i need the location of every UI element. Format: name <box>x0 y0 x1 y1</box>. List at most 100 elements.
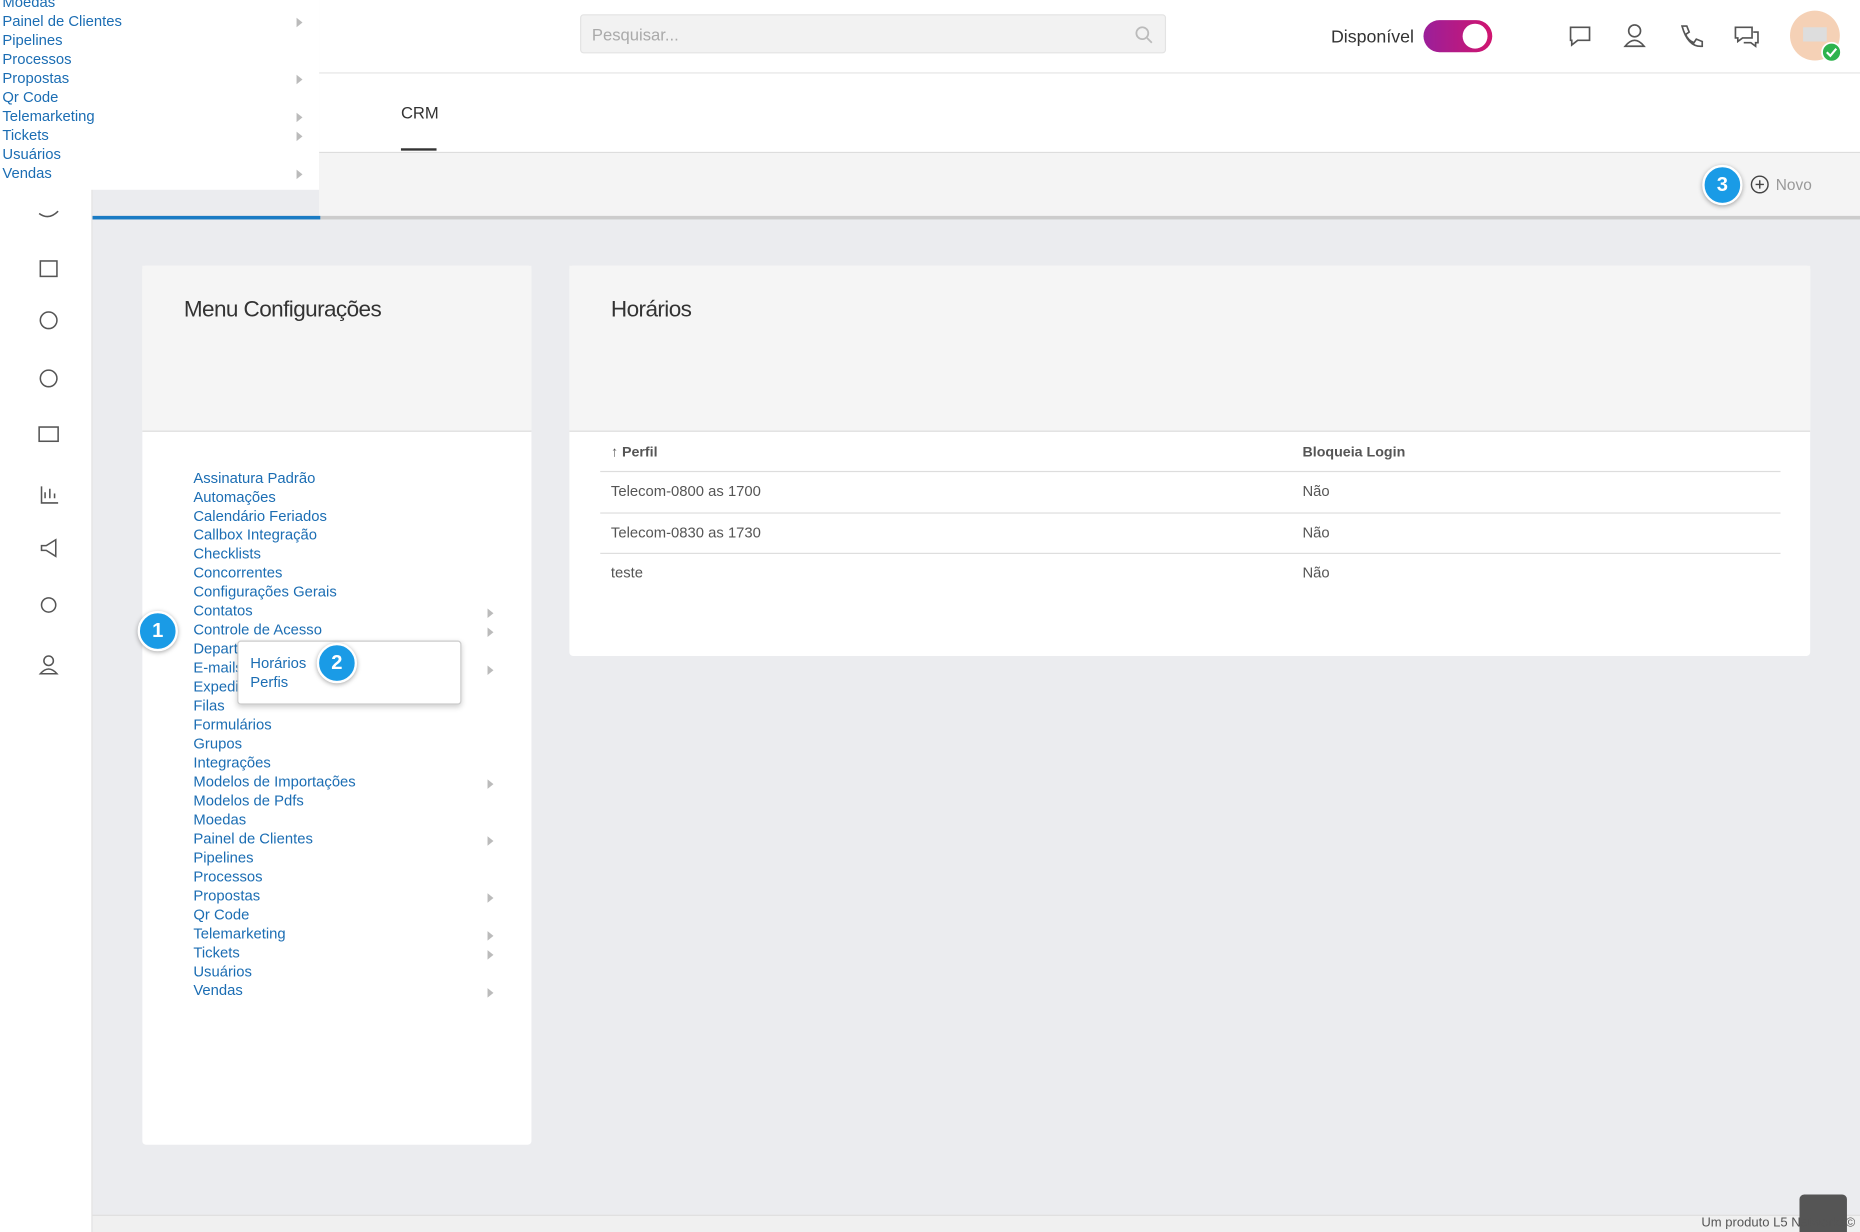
menu-item[interactable]: Propostas <box>2 69 70 87</box>
callout: 3 <box>1702 164 1743 206</box>
footer <box>92 1214 1860 1232</box>
online-badge <box>1821 41 1842 63</box>
row-divider <box>600 470 1781 473</box>
submenu-arrow <box>487 931 494 941</box>
contacts-button[interactable] <box>1627 24 1642 38</box>
menu-item[interactable]: Telemarketing <box>193 925 286 942</box>
menu-item[interactable]: Painel de Clientes <box>2 13 122 30</box>
overlay-menu: Moedas Painel de Clientes Pipelines Process… <box>0 0 320 190</box>
menu-item[interactable]: Expedi <box>193 678 239 696</box>
campaign-icon <box>40 538 57 558</box>
callout: 2 <box>316 642 358 684</box>
chat-icon <box>38 210 59 218</box>
menu-item[interactable]: Concorrentes <box>193 564 283 582</box>
table-cell[interactable]: Não <box>1302 564 1330 582</box>
submenu-arrow <box>296 74 303 85</box>
phone-button[interactable] <box>1680 25 1704 48</box>
avatar[interactable] <box>1790 10 1842 63</box>
menu-item[interactable]: Checklists <box>193 545 261 563</box>
status-toggle[interactable] <box>1423 20 1493 53</box>
menu-item[interactable]: Tickets <box>193 944 240 961</box>
chart-icon <box>40 486 59 504</box>
table-cell[interactable]: Não <box>1302 523 1330 541</box>
menu-item[interactable]: Calendário Feriados <box>193 507 327 525</box>
menu-item[interactable]: Contatos <box>193 602 253 620</box>
menu-item[interactable]: Processos <box>193 868 263 885</box>
menu-item[interactable]: Pipelines <box>2 32 63 49</box>
toolbar <box>319 153 1860 216</box>
menu-item[interactable]: Processos <box>2 51 72 68</box>
column-header[interactable]: ↑ Perfil <box>610 443 658 461</box>
dashboard-icon <box>39 311 58 330</box>
avatar-image <box>1803 27 1827 42</box>
footer-text: Um produto L5 Networks© <box>1701 1215 1856 1231</box>
chat-button[interactable] <box>1569 26 1591 47</box>
column-header[interactable]: Bloqueia Login <box>1302 443 1406 461</box>
menu-item[interactable]: Filas <box>193 697 225 715</box>
toolbar-border <box>92 215 1860 220</box>
menu-item[interactable]: Grupos <box>193 735 242 753</box>
menu-item[interactable]: Pipelines <box>193 849 254 866</box>
menu-item[interactable]: Usuários <box>2 145 61 163</box>
table-cell[interactable]: teste <box>610 564 644 582</box>
row-divider <box>600 552 1781 554</box>
messages-button[interactable] <box>1734 26 1759 48</box>
table-cell[interactable]: Telecom-0830 as 1730 <box>610 523 761 541</box>
scroll-top-button[interactable] <box>1799 1194 1847 1232</box>
tab-bar <box>319 73 1860 154</box>
card-header <box>142 265 532 432</box>
menu-item[interactable]: Integrações <box>193 754 271 772</box>
menu-item[interactable]: Formulários <box>193 716 272 734</box>
menu-item[interactable]: Tickets <box>2 126 49 144</box>
callout: 1 <box>137 610 178 652</box>
panel-header <box>569 265 1811 432</box>
menu-item[interactable]: Propostas <box>193 887 261 904</box>
menu-item[interactable]: Vendas <box>2 164 52 182</box>
submenu-arrow <box>296 131 303 142</box>
menu-item[interactable]: Qr Code <box>193 906 250 923</box>
submenu-item[interactable]: Perfis <box>250 673 289 691</box>
menu-item[interactable]: Moedas <box>193 811 247 828</box>
support-icon <box>39 369 58 388</box>
menu-item[interactable]: Usuários <box>193 963 252 980</box>
sidebar-icons <box>38 210 59 675</box>
menu-item[interactable]: Callbox Integração <box>193 526 317 544</box>
menu-item[interactable]: Moedas <box>2 0 56 11</box>
tab-label: CRM <box>400 103 439 123</box>
settings-card: Menu Configurações <box>142 265 532 1145</box>
menu-item[interactable]: Modelos de Importações <box>193 773 356 791</box>
menu-item[interactable]: E-mails <box>193 659 243 677</box>
active-section-indicator <box>92 215 321 220</box>
menu-item[interactable]: Automações <box>193 488 276 506</box>
submenu-item[interactable]: Horários <box>250 654 307 672</box>
submenu-arrow <box>487 608 494 619</box>
toggle-knob <box>1462 23 1488 49</box>
menu-item[interactable]: Configurações Gerais <box>193 583 337 601</box>
search-box[interactable]: Pesquisar... <box>580 14 1167 54</box>
contacts-body <box>1623 39 1646 48</box>
menu-item[interactable]: Assinatura Padrão <box>193 469 316 487</box>
table-cell[interactable]: Não <box>1302 482 1330 500</box>
menu-item[interactable]: Telemarketing <box>2 107 95 125</box>
schedule-panel: Horários <box>569 265 1811 656</box>
plus-icon <box>1750 175 1769 194</box>
table-cell[interactable]: Telecom-0800 as 1700 <box>610 482 761 500</box>
menu-item[interactable]: Qr Code <box>2 88 59 106</box>
menu-item[interactable]: Controle de Acesso <box>193 621 322 639</box>
menu-item[interactable]: Modelos de Pdfs <box>193 792 304 810</box>
user-icon-body <box>38 668 59 675</box>
user-icon <box>43 655 55 667</box>
report-icon <box>38 426 59 443</box>
submenu-arrow <box>487 836 494 846</box>
sidebar <box>0 0 93 1232</box>
menu-item[interactable]: Depart <box>193 640 238 658</box>
panel-title: Horários <box>610 297 692 323</box>
submenu-arrow <box>487 950 494 960</box>
submenu-arrow <box>296 112 303 123</box>
menu-item[interactable]: Vendas <box>193 982 243 999</box>
search-icon <box>1135 26 1153 44</box>
menu-item[interactable]: Painel de Clientes <box>193 830 313 847</box>
card-title: Menu Configurações <box>183 297 382 323</box>
row-divider <box>600 511 1781 514</box>
